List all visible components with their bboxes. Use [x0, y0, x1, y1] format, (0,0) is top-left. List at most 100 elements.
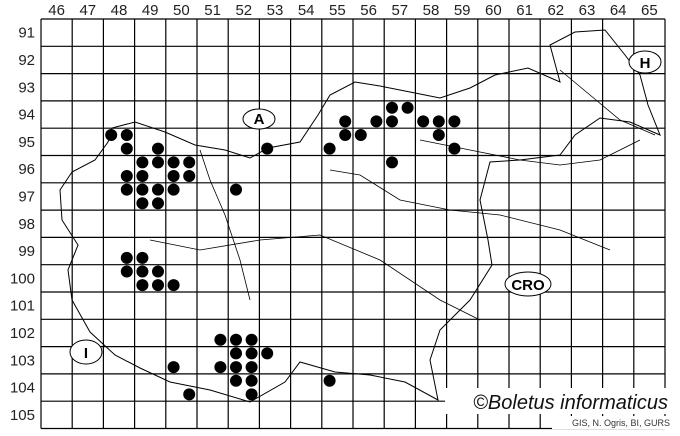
column-label: 58	[423, 2, 440, 19]
record-dot	[261, 347, 274, 360]
record-dot	[120, 251, 133, 264]
country-label-h: H	[628, 50, 662, 74]
record-dot	[354, 129, 367, 142]
column-label: 51	[204, 2, 221, 19]
record-dot	[230, 333, 242, 346]
record-dot	[230, 347, 242, 360]
record-dot	[152, 197, 164, 210]
row-label: 99	[18, 243, 35, 260]
row-label: 101	[10, 298, 35, 315]
record-dot	[152, 183, 164, 196]
record-dot	[386, 156, 398, 169]
country-border	[59, 29, 661, 403]
record-dot	[214, 361, 227, 374]
record-dot	[136, 169, 149, 182]
column-label: 52	[235, 2, 252, 19]
record-dot	[120, 265, 133, 278]
row-label: 91	[18, 25, 35, 42]
record-dot	[245, 333, 258, 346]
record-dot	[136, 197, 149, 210]
country-label-cro: CRO	[504, 271, 552, 297]
row-label: 100	[10, 270, 35, 287]
record-dot	[167, 361, 180, 374]
grid-lines	[40, 18, 666, 430]
record-dot	[261, 142, 274, 155]
row-label: 105	[10, 407, 35, 424]
column-label: 60	[485, 2, 502, 19]
country-label-i: I	[69, 339, 103, 365]
record-dot	[136, 265, 149, 278]
river	[149, 234, 481, 321]
record-dot	[323, 374, 336, 387]
record-dot	[432, 115, 445, 128]
column-label: 46	[48, 2, 65, 19]
column-labels: 46 47 48 49 50 51 52 53 54 55 56 57 58 59 60 61 62 63 64 65	[48, 2, 657, 19]
row-label: 102	[10, 325, 35, 342]
record-dot	[448, 115, 461, 128]
row-label: 95	[18, 134, 35, 151]
record-dot	[120, 129, 133, 142]
record-dot	[386, 101, 398, 114]
country-label-a: A	[242, 108, 276, 130]
record-dot	[152, 265, 164, 278]
row-labels: 91 92 93 94 95 96 97 98 99 100 101 102 103 104 105	[10, 25, 35, 424]
record-dot	[245, 361, 258, 374]
svg-text:CRO: CRO	[511, 277, 545, 294]
record-dot	[339, 129, 352, 142]
column-label: 57	[391, 2, 408, 19]
column-label: 49	[142, 2, 159, 19]
record-dot	[167, 169, 180, 182]
column-label: 59	[454, 2, 471, 19]
row-label: 97	[18, 188, 35, 205]
column-label: 53	[267, 2, 284, 19]
record-dot	[105, 129, 118, 142]
record-dot	[167, 156, 180, 169]
row-label: 103	[10, 352, 35, 369]
column-label: 61	[516, 2, 533, 19]
record-dot	[183, 388, 196, 401]
credit-text: GIS, N. Ogris, BI, GURS	[572, 418, 670, 428]
record-dot	[323, 142, 336, 155]
river	[559, 69, 656, 136]
river	[329, 169, 611, 251]
record-dot	[152, 156, 164, 169]
record-dot	[230, 183, 242, 196]
record-dot	[136, 279, 149, 292]
svg-text:H: H	[640, 55, 651, 72]
record-dot	[152, 142, 164, 155]
column-label: 48	[111, 2, 128, 19]
record-dot	[401, 101, 414, 114]
record-dot	[386, 115, 398, 128]
record-dot	[230, 374, 242, 387]
record-dot	[120, 169, 133, 182]
svg-text:A: A	[254, 111, 265, 128]
column-label: 47	[79, 2, 96, 19]
column-label: 55	[329, 2, 346, 19]
record-dot	[136, 183, 149, 196]
row-label: 96	[18, 161, 35, 178]
svg-text:I: I	[84, 345, 88, 362]
river	[419, 139, 641, 166]
record-dot	[245, 374, 258, 387]
record-dot	[183, 169, 196, 182]
record-dot	[152, 279, 164, 292]
record-dot	[230, 361, 242, 374]
record-dot	[183, 156, 196, 169]
column-label: 62	[547, 2, 564, 19]
river	[199, 149, 251, 301]
row-label: 92	[18, 52, 35, 69]
record-dot	[167, 279, 180, 292]
record-dot	[245, 388, 258, 401]
record-dot	[214, 333, 227, 346]
record-dot	[448, 142, 461, 155]
column-label: 50	[173, 2, 190, 19]
column-label: 54	[298, 2, 315, 19]
record-dot	[370, 115, 383, 128]
row-label: 93	[18, 79, 35, 96]
column-label: 64	[610, 2, 627, 19]
row-label: 98	[18, 216, 35, 233]
record-dot	[432, 129, 445, 142]
record-dot	[136, 251, 149, 264]
record-dot	[136, 156, 149, 169]
